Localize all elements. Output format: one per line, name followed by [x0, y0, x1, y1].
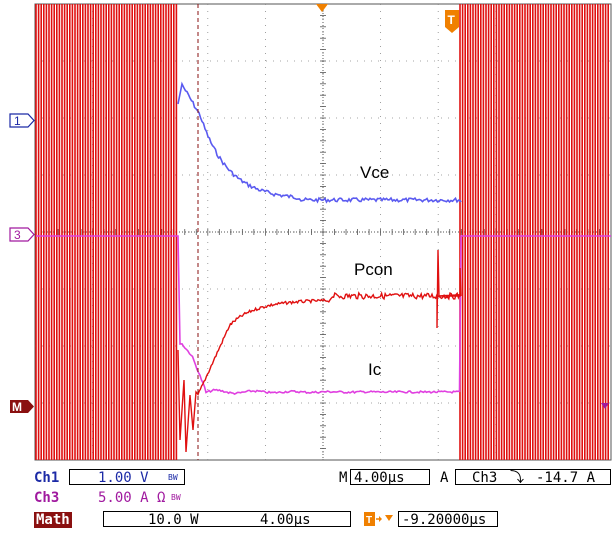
ch1-scale: 1.00 V [98, 470, 149, 486]
svg-text:T: T [366, 515, 372, 526]
trigger-offset: -9.20000µs [402, 512, 487, 528]
trigger-position-icon[interactable] [316, 4, 328, 12]
pcon-switching-bursts [35, 4, 610, 460]
waveforms [36, 81, 611, 453]
pcon-label: Pcon [354, 260, 393, 279]
timebase-value: 4.00µs [354, 470, 405, 486]
math-marker-text: M [12, 400, 22, 414]
trigger-source: Ch3 [472, 470, 498, 486]
trigger-box [455, 469, 611, 485]
ch1-scale-box [69, 469, 185, 485]
pcon-trace [177, 249, 462, 453]
ch1-status-label: Ch1 [34, 470, 60, 486]
trigger-offset-box [398, 511, 498, 527]
trigger-slope-icon: ⤵ [510, 470, 524, 486]
ch1-marker[interactable]: 1 [9, 113, 35, 128]
math-scale: 10.0 W [148, 512, 199, 528]
vce-trace [177, 81, 462, 204]
trigger-offset-icon: T [364, 512, 393, 526]
math-scale-box [103, 511, 351, 527]
math-marker[interactable]: M [10, 400, 34, 414]
ic-trace [36, 235, 611, 396]
trigger-level: -14.7 A [536, 470, 596, 486]
ch3-status-label: Ch3 [34, 490, 60, 506]
ch3-marker-text: 3 [14, 228, 21, 242]
trigger-point-text: T [448, 13, 456, 27]
trigger-point-marker[interactable]: T [445, 10, 459, 33]
ch3-bw-icon: BW [171, 493, 181, 502]
ch3-marker[interactable]: 3 [9, 227, 35, 242]
vce-label: Vce [360, 163, 389, 182]
graticule [34, 3, 612, 461]
timebase-prefix: M [339, 470, 348, 486]
ch3-right-marker-icon [601, 403, 609, 409]
ic-label: Ic [368, 360, 382, 379]
timebase-box [350, 469, 430, 485]
ch3-scale: 5.00 A Ω [98, 490, 166, 506]
math-time: 4.00µs [260, 512, 311, 528]
trigger-mode: A [440, 470, 449, 486]
math-status-label: Math [34, 512, 72, 528]
ch1-marker-text: 1 [14, 114, 21, 128]
ch1-bw-icon: BW [168, 473, 178, 482]
